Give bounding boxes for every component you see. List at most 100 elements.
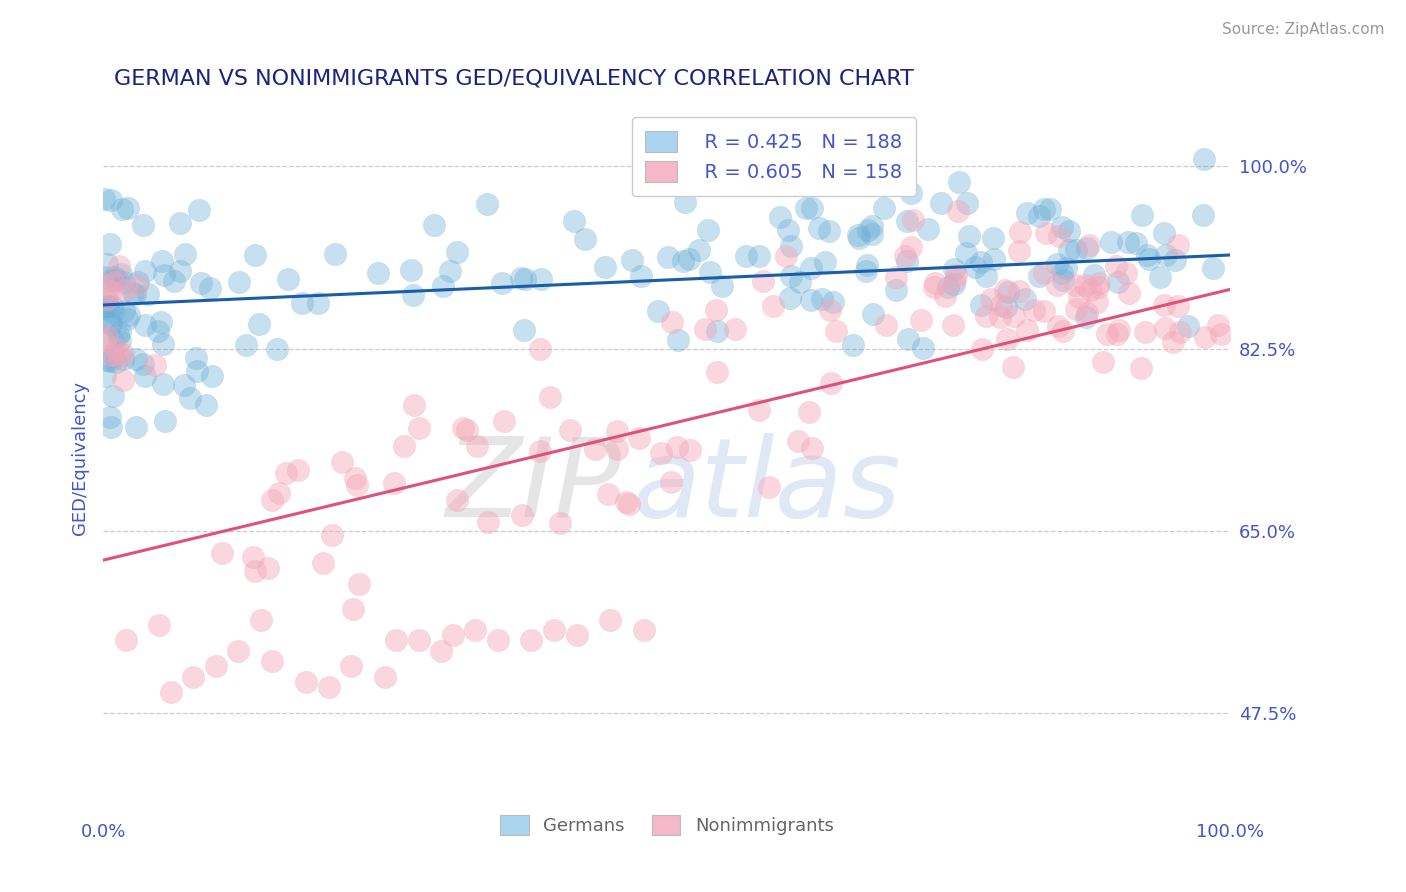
Point — [529, 444, 551, 458]
Point — [211, 546, 233, 560]
Point — [492, 414, 515, 428]
Point — [439, 263, 461, 277]
Point — [399, 263, 422, 277]
Point — [1091, 355, 1114, 369]
Point — [1033, 304, 1056, 318]
Point — [529, 343, 551, 357]
Point — [1130, 209, 1153, 223]
Point — [1028, 268, 1050, 283]
Point — [318, 680, 340, 694]
Point — [988, 310, 1011, 324]
Point — [1133, 326, 1156, 340]
Point — [94, 277, 117, 291]
Point — [1192, 208, 1215, 222]
Point — [108, 325, 131, 339]
Point — [367, 266, 389, 280]
Point — [100, 348, 122, 362]
Point — [408, 420, 430, 434]
Point — [936, 280, 959, 294]
Point — [974, 310, 997, 324]
Point — [1076, 241, 1098, 255]
Point — [101, 389, 124, 403]
Point — [1008, 284, 1031, 298]
Point — [896, 214, 918, 228]
Point — [132, 218, 155, 232]
Point — [121, 286, 143, 301]
Point — [980, 292, 1002, 306]
Point — [312, 556, 335, 570]
Point — [343, 470, 366, 484]
Text: GERMAN VS NONIMMIGRANTS GED/EQUIVALENCY CORRELATION CHART: GERMAN VS NONIMMIGRANTS GED/EQUIVALENCY … — [114, 69, 914, 88]
Point — [811, 292, 834, 306]
Point — [800, 202, 823, 216]
Point — [1153, 298, 1175, 312]
Point — [153, 268, 176, 282]
Point — [464, 623, 486, 637]
Point — [262, 654, 284, 668]
Point — [1064, 277, 1087, 292]
Point — [114, 283, 136, 297]
Point — [100, 354, 122, 368]
Point — [994, 283, 1017, 297]
Point — [789, 275, 811, 289]
Point — [110, 268, 132, 282]
Point — [432, 279, 454, 293]
Point — [856, 223, 879, 237]
Point — [100, 299, 122, 313]
Point — [942, 261, 965, 276]
Point — [1014, 292, 1036, 306]
Point — [491, 276, 513, 290]
Point — [599, 613, 621, 627]
Point — [814, 255, 837, 269]
Point — [628, 431, 651, 445]
Point — [942, 318, 965, 332]
Point — [477, 515, 499, 529]
Point — [543, 623, 565, 637]
Point — [134, 264, 156, 278]
Point — [896, 254, 918, 268]
Point — [100, 284, 122, 298]
Point — [957, 228, 980, 243]
Point — [943, 277, 966, 292]
Point — [269, 485, 291, 500]
Point — [100, 420, 122, 434]
Point — [1099, 235, 1122, 249]
Text: atlas: atlas — [633, 433, 901, 540]
Point — [1206, 318, 1229, 333]
Point — [1064, 302, 1087, 317]
Point — [382, 476, 405, 491]
Point — [1108, 323, 1130, 337]
Point — [134, 318, 156, 333]
Point — [392, 439, 415, 453]
Point — [1118, 285, 1140, 300]
Point — [1107, 275, 1129, 289]
Point — [181, 670, 204, 684]
Point — [132, 357, 155, 371]
Point — [1083, 268, 1105, 282]
Point — [917, 222, 939, 236]
Point — [404, 398, 426, 412]
Point — [1057, 244, 1080, 258]
Point — [323, 247, 346, 261]
Point — [706, 325, 728, 339]
Point — [1038, 202, 1060, 216]
Point — [520, 633, 543, 648]
Point — [100, 193, 122, 207]
Point — [148, 617, 170, 632]
Point — [1167, 299, 1189, 313]
Point — [228, 276, 250, 290]
Point — [666, 333, 689, 347]
Point — [465, 439, 488, 453]
Point — [107, 259, 129, 273]
Point — [104, 355, 127, 369]
Text: ZIP: ZIP — [446, 433, 621, 540]
Point — [1192, 153, 1215, 167]
Point — [446, 244, 468, 259]
Point — [402, 287, 425, 301]
Point — [451, 421, 474, 435]
Point — [243, 248, 266, 262]
Point — [800, 293, 823, 307]
Point — [1076, 306, 1098, 320]
Point — [780, 239, 803, 253]
Point — [150, 254, 173, 268]
